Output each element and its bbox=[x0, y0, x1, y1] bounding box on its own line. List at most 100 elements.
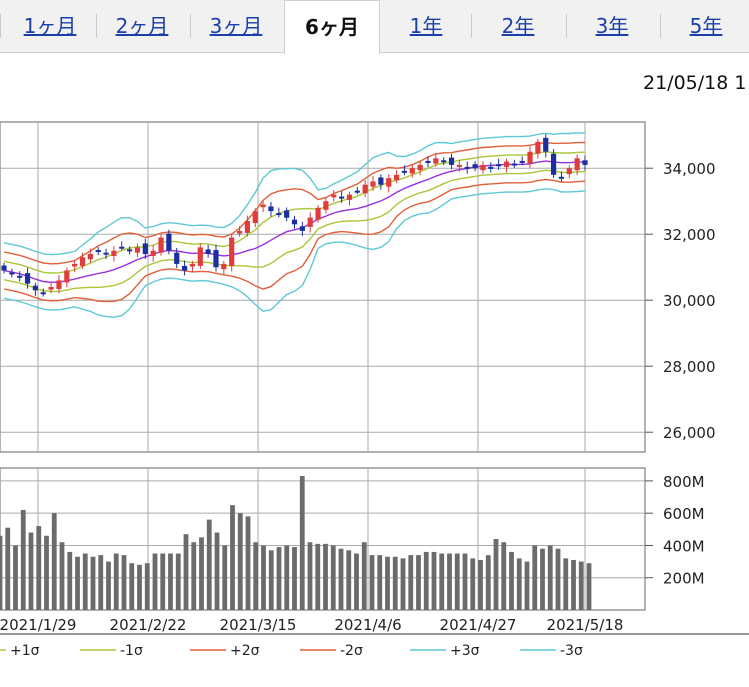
band-minus-3-sigma bbox=[3, 188, 586, 318]
legend-label: +1σ bbox=[10, 643, 40, 659]
x-tick-label: 2021/4/6 bbox=[334, 616, 401, 634]
candle-body bbox=[433, 158, 439, 164]
candle-body bbox=[456, 164, 462, 167]
volume-bar bbox=[113, 553, 119, 610]
candle-body bbox=[370, 181, 376, 187]
price-tick-label: 34,000 bbox=[663, 160, 716, 178]
price-tick-label: 32,000 bbox=[663, 226, 716, 244]
volume-bar bbox=[361, 542, 367, 610]
tab-1-month[interactable]: 1ヶ月 bbox=[23, 14, 77, 38]
volume-bar bbox=[346, 550, 352, 610]
volume-bar bbox=[160, 553, 166, 610]
candle-body bbox=[252, 211, 258, 223]
volume-bar bbox=[330, 545, 336, 610]
candle-body bbox=[284, 210, 290, 218]
volume-bar bbox=[485, 555, 491, 610]
volume-bar bbox=[129, 563, 135, 610]
band-minus-1-sigma bbox=[3, 169, 586, 293]
volume-bar bbox=[237, 513, 243, 610]
candle-body bbox=[95, 250, 101, 253]
volume-bar bbox=[106, 561, 111, 610]
tab-separator bbox=[660, 14, 661, 38]
candle-body bbox=[558, 176, 565, 179]
candle-body bbox=[64, 270, 70, 283]
candle-body bbox=[550, 153, 557, 175]
candle-body bbox=[40, 292, 46, 295]
volume-bar bbox=[315, 543, 321, 610]
candle-body bbox=[119, 246, 125, 249]
candle-body bbox=[574, 158, 580, 171]
volume-bar bbox=[299, 476, 305, 610]
candle-body bbox=[158, 237, 164, 253]
volume-bar bbox=[338, 548, 344, 610]
candle-body bbox=[323, 201, 329, 210]
volume-bar bbox=[478, 559, 483, 610]
candle-body bbox=[346, 194, 353, 200]
volume-bar bbox=[214, 532, 220, 610]
x-tick-label: 2021/4/27 bbox=[440, 616, 517, 634]
x-tick-label: 2021/1/29 bbox=[0, 616, 76, 634]
price-tick-label: 28,000 bbox=[663, 358, 716, 376]
candle-body bbox=[260, 204, 266, 208]
volume-bar bbox=[121, 555, 127, 610]
tab-5-years[interactable]: 5年 bbox=[689, 14, 723, 38]
candle-body bbox=[362, 184, 368, 194]
tab-3-years[interactable]: 3年 bbox=[595, 14, 629, 38]
volume-bar bbox=[385, 556, 390, 610]
volume-bar bbox=[230, 505, 235, 610]
candle-body bbox=[24, 273, 31, 284]
volume-bar bbox=[152, 553, 158, 610]
volume-bar bbox=[447, 553, 452, 610]
volume-bar bbox=[5, 527, 11, 610]
candle-body bbox=[17, 275, 23, 278]
tab-2-years[interactable]: 2年 bbox=[501, 14, 535, 38]
candle-body bbox=[9, 272, 15, 275]
tab-separator bbox=[96, 14, 97, 38]
volume-bar bbox=[253, 542, 259, 610]
candle-body bbox=[127, 249, 133, 252]
candle-body bbox=[496, 164, 502, 167]
volume-bar bbox=[509, 551, 514, 610]
candle-body bbox=[386, 178, 392, 187]
price-tick-label: 30,000 bbox=[663, 292, 716, 310]
candle-body bbox=[174, 252, 180, 264]
candle-body bbox=[1, 265, 7, 271]
candle-body bbox=[488, 166, 494, 169]
period-tab-bar: 1ヶ月 2ヶ月 3ヶ月 6ヶ月 1年 2年 3年 5年 bbox=[0, 0, 749, 54]
candle-body bbox=[425, 160, 431, 163]
volume-bar bbox=[75, 556, 80, 610]
candle-body bbox=[511, 163, 517, 166]
volume-bar bbox=[408, 555, 414, 610]
volume-tick-label: 600M bbox=[663, 505, 705, 523]
candle-body bbox=[111, 250, 117, 256]
tab-3-months[interactable]: 3ヶ月 bbox=[209, 14, 263, 38]
tab-1-year[interactable]: 1年 bbox=[409, 14, 443, 38]
volume-bar bbox=[462, 553, 468, 610]
candle-body bbox=[48, 287, 54, 290]
candle-body bbox=[393, 174, 400, 181]
candle-body bbox=[299, 226, 305, 231]
tab-6-months[interactable]: 6ヶ月 bbox=[284, 0, 380, 54]
candle-body bbox=[189, 263, 196, 267]
candle-body bbox=[417, 164, 423, 171]
candle-body bbox=[166, 233, 172, 251]
candle-body bbox=[464, 166, 470, 169]
volume-bar bbox=[493, 539, 499, 610]
candle-body bbox=[519, 160, 525, 163]
candle-body bbox=[79, 257, 86, 266]
tab-2-months[interactable]: 2ヶ月 bbox=[115, 14, 169, 38]
band-minus-2-sigma bbox=[3, 178, 586, 303]
candle-body bbox=[378, 177, 384, 185]
volume-bar bbox=[524, 561, 530, 610]
volume-bar bbox=[571, 559, 576, 610]
candle-body bbox=[56, 280, 62, 289]
tab-separator bbox=[566, 14, 567, 38]
volume-bar bbox=[284, 545, 290, 610]
tab-separator bbox=[471, 14, 472, 38]
candle-body bbox=[87, 254, 93, 260]
candle-body bbox=[103, 252, 109, 255]
candle-body bbox=[535, 141, 541, 154]
volume-bar bbox=[323, 543, 328, 610]
candle-body bbox=[221, 263, 227, 270]
volume-bar bbox=[67, 551, 73, 610]
